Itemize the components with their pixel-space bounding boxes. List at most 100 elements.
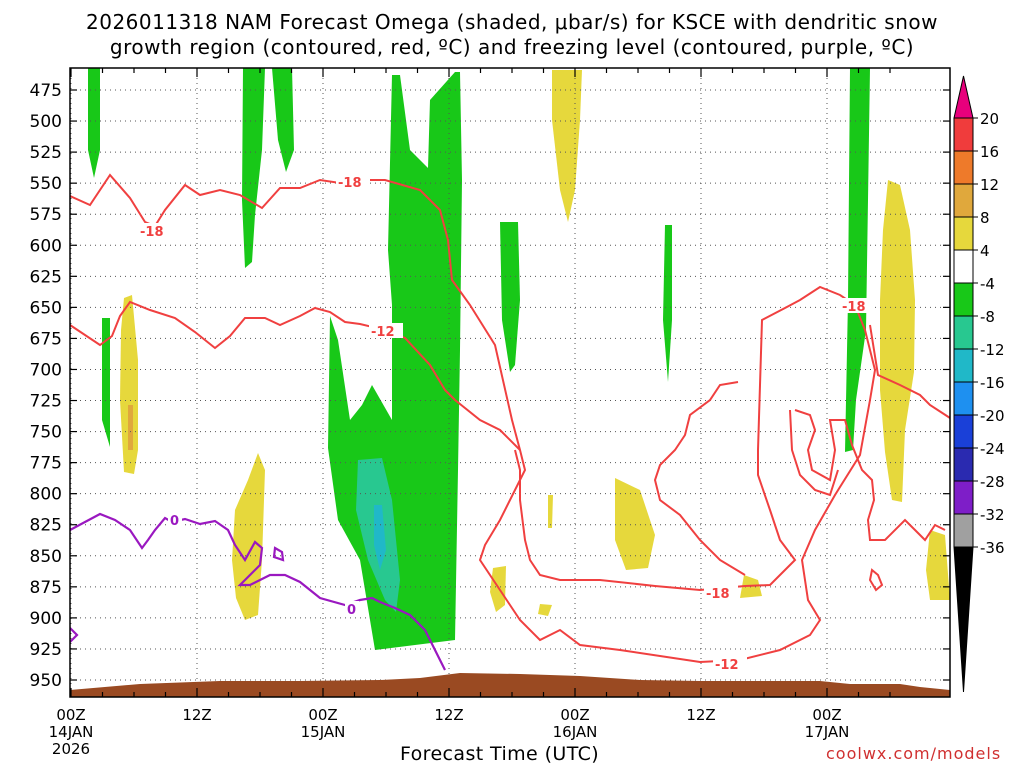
colorbar-label: 12	[980, 176, 999, 194]
y-tick-label: 725	[30, 392, 62, 412]
grid	[70, 68, 950, 697]
omega-region	[663, 225, 672, 382]
freezing-contour	[70, 512, 446, 671]
dendritic-contour	[70, 173, 877, 664]
colorbar-label: -12	[980, 341, 1005, 359]
y-axis: 475 500 525 550 575 600 625 650 675 700 725 750 775 8…	[30, 81, 950, 691]
colorbar-cap-top	[953, 75, 974, 119]
colorbar-label: -8	[980, 308, 995, 326]
contour-label: -12	[371, 325, 395, 340]
omega-region	[374, 505, 386, 570]
omega-region	[88, 68, 100, 178]
colorbar-segment	[953, 282, 974, 317]
dendritic-contours	[70, 173, 950, 664]
x-tick-sublabel: 2026	[52, 740, 90, 758]
omega-region	[128, 405, 133, 450]
x-tick-label: 00Z	[812, 706, 841, 724]
y-tick-label: 625	[30, 267, 62, 287]
contour-label: -12	[715, 658, 739, 673]
y-tick-label: 700	[30, 360, 62, 380]
dendritic-contour	[653, 381, 746, 576]
dendritic-contour	[794, 409, 946, 542]
colorbar-segment	[953, 513, 974, 548]
omega-region	[232, 453, 265, 620]
freezing-level-contours	[70, 512, 446, 671]
contour-label: 0	[170, 514, 179, 529]
colorbar: 20 16 12 8 4 -4 -8 -12 -16 -20 -24 -28 -32 -36	[953, 75, 1005, 693]
omega-shading	[88, 68, 950, 650]
x-tick-label: 12Z	[686, 706, 715, 724]
colorbar-segment	[953, 348, 974, 383]
omega-region	[548, 495, 553, 528]
colorbar-segment	[953, 315, 974, 350]
omega-region	[615, 478, 655, 570]
colorbar-label: -28	[980, 473, 1005, 491]
colorbar-label: -16	[980, 374, 1005, 392]
colorbar-label: -36	[980, 539, 1005, 557]
y-tick-label: 800	[30, 485, 62, 505]
chart-title-line-2: growth region (contoured, red, ºC) and f…	[109, 35, 915, 59]
x-tick-sublabel: 14JAN	[49, 723, 94, 741]
contour-label: -18	[338, 176, 362, 191]
omega-region	[538, 604, 552, 616]
colorbar-segment	[953, 117, 974, 152]
colorbar-label: 16	[980, 143, 999, 161]
x-tick-label: 00Z	[56, 706, 85, 724]
ground-terrain	[70, 673, 950, 697]
y-tick-label: 875	[30, 578, 62, 598]
x-tick-label: 12Z	[182, 706, 211, 724]
contour-label: 0	[347, 603, 356, 618]
omega-region	[272, 68, 294, 172]
dendritic-contour	[868, 568, 884, 592]
omega-region	[490, 566, 506, 612]
chart-title-line-1: 2026011318 NAM Forecast Omega (shaded, μ…	[86, 10, 938, 34]
x-axis-label: Forecast Time (UTC)	[400, 743, 600, 765]
y-tick-label: 475	[30, 81, 62, 101]
colorbar-segment	[953, 150, 974, 185]
y-tick-label: 600	[30, 236, 62, 256]
colorbar-label: -24	[980, 440, 1005, 458]
y-tick-label: 500	[30, 112, 62, 132]
colorbar-label: 8	[980, 209, 990, 227]
contour-labels: -18 -18 -12 -18 -18 -12 0 0	[138, 174, 874, 673]
colorbar-label: -32	[980, 506, 1005, 524]
freezing-contour	[272, 546, 285, 562]
omega-region	[500, 222, 520, 372]
x-tick-sublabel: 15JAN	[301, 723, 346, 741]
colorbar-segment	[953, 249, 974, 284]
omega-region	[102, 318, 110, 447]
contour-label: -18	[140, 225, 164, 240]
contour-label: -18	[706, 587, 730, 602]
x-tick-sublabel: 16JAN	[553, 723, 598, 741]
colorbar-cap-bottom	[953, 546, 974, 693]
omega-region	[552, 70, 582, 222]
freezing-contour	[70, 627, 79, 643]
plot-frame	[69, 67, 951, 698]
y-tick-label: 900	[30, 609, 62, 629]
y-tick-label: 525	[30, 143, 62, 163]
omega-region	[926, 530, 950, 600]
colorbar-segment	[953, 480, 974, 515]
dendritic-contour	[70, 300, 521, 451]
y-tick-label: 950	[30, 671, 62, 691]
colorbar-segment	[953, 183, 974, 218]
x-tick-sublabel: 17JAN	[805, 723, 850, 741]
colorbar-label: -20	[980, 407, 1005, 425]
omega-region	[845, 68, 870, 452]
dendritic-contour	[869, 324, 950, 419]
y-tick-label: 850	[30, 547, 62, 567]
omega-region	[120, 295, 138, 474]
colorbar-segment	[953, 414, 974, 449]
contour-label: -18	[842, 300, 866, 315]
dendritic-contour	[789, 409, 839, 497]
credit-link[interactable]: coolwx.com/models	[826, 744, 1002, 763]
y-tick-label: 675	[30, 329, 62, 349]
colorbar-segment	[953, 381, 974, 416]
colorbar-label: -4	[980, 275, 995, 293]
y-tick-label: 550	[30, 174, 62, 194]
y-tick-label: 775	[30, 454, 62, 474]
omega-region	[880, 180, 915, 502]
y-tick-label: 575	[30, 205, 62, 225]
colorbar-segment	[953, 447, 974, 482]
